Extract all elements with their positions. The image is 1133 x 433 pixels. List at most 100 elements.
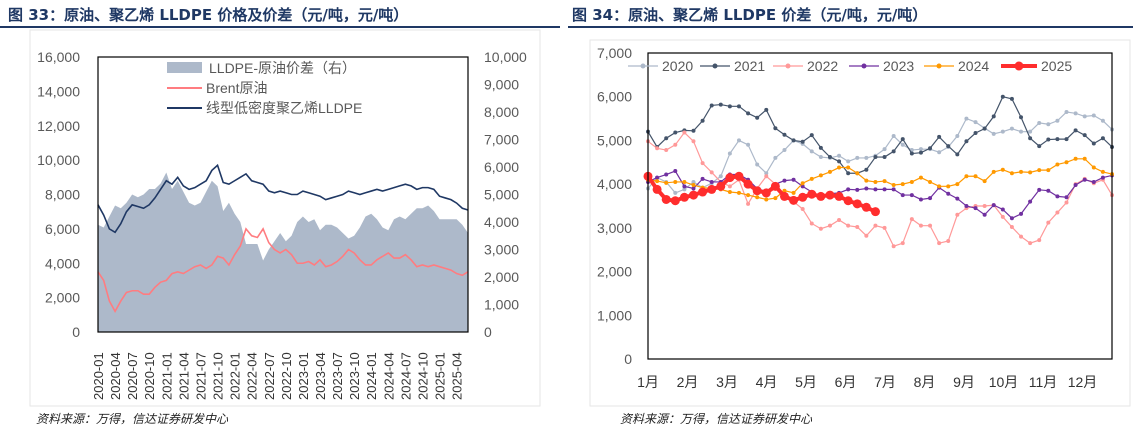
point-2023: [973, 206, 978, 211]
left-y-tick-label: 10,000: [37, 152, 80, 168]
spread-area: [98, 172, 468, 332]
x-tick-label: 2021-01: [159, 352, 174, 400]
point-2025: [679, 192, 689, 202]
point-2024: [1064, 160, 1069, 165]
point-2021: [718, 102, 723, 107]
point-2025: [670, 196, 680, 206]
point-2020: [682, 187, 687, 192]
point-2022: [655, 146, 660, 151]
point-2021: [955, 152, 960, 157]
point-2022: [837, 217, 842, 222]
y-tick-label: 2,000: [597, 264, 632, 280]
point-2025: [725, 173, 735, 183]
point-2021: [1046, 137, 1051, 142]
y-tick-label: 3,000: [597, 220, 632, 236]
point-2024: [746, 193, 751, 198]
series-line-2024: [647, 158, 1113, 201]
x-tick-label: 2025-04: [450, 352, 465, 400]
point-2023: [700, 176, 705, 181]
legend-marker-2024: [936, 63, 942, 69]
point-2024: [691, 183, 696, 188]
x-tick-label: 10月: [989, 374, 1019, 390]
point-2024: [937, 184, 942, 189]
x-tick-label: 2020-04: [108, 352, 123, 400]
point-2021: [1073, 128, 1078, 133]
point-2022: [764, 174, 769, 179]
point-2025: [798, 192, 808, 202]
point-2025: [816, 191, 826, 201]
left-y-tick-label: 14,000: [37, 83, 80, 99]
right-y-tick-label: 7,000: [484, 132, 519, 148]
x-tick-label: 2月: [677, 374, 699, 390]
point-2024: [846, 165, 851, 170]
x-tick-label: 2023-10: [347, 352, 362, 400]
point-2022: [709, 170, 714, 175]
point-2024: [928, 179, 933, 184]
point-2023: [673, 169, 678, 174]
point-2023: [928, 196, 933, 201]
legend-marker-2021: [712, 63, 718, 69]
point-2022: [700, 161, 705, 166]
x-tick-label: 11月: [1029, 374, 1058, 390]
x-tick-label: 2023-07: [330, 352, 345, 400]
point-2022: [1037, 238, 1042, 243]
point-2025: [743, 179, 753, 189]
point-2021: [864, 167, 869, 172]
y-tick-label: 4,000: [597, 176, 632, 192]
point-2024: [1009, 171, 1014, 176]
point-2025: [807, 189, 817, 199]
right-y-tick-label: 9,000: [484, 77, 519, 93]
point-2023: [900, 193, 905, 198]
x-tick-label: 2021-10: [211, 352, 226, 400]
point-2024: [809, 176, 814, 181]
right-y-tick-label: 1,000: [484, 297, 519, 313]
point-2020: [1000, 129, 1005, 134]
right-y-tick-label: 5,000: [484, 187, 519, 203]
point-2022: [918, 223, 923, 228]
point-2025: [661, 194, 671, 204]
x-tick-label: 2020-01: [91, 352, 106, 400]
point-2023: [1073, 183, 1078, 188]
legend-label-brent: Brent原油: [206, 80, 267, 96]
x-tick-label: 2020-07: [125, 352, 140, 400]
x-tick-label: 2024-07: [398, 352, 413, 400]
right-y-tick-label: 0: [484, 324, 492, 340]
left-y-tick-label: 16,000: [37, 49, 80, 65]
point-2024: [664, 180, 669, 185]
point-2021: [1091, 141, 1096, 146]
x-tick-label: 7月: [874, 374, 896, 390]
point-2020: [727, 151, 732, 156]
point-2025: [716, 181, 726, 191]
point-2024: [909, 179, 914, 184]
left-y-tick-label: 4,000: [45, 255, 80, 271]
x-tick-label: 2021-07: [193, 352, 208, 400]
point-2025: [770, 181, 780, 191]
x-tick-label: 9月: [953, 374, 975, 390]
point-2025: [861, 202, 871, 212]
point-2020: [1082, 114, 1087, 119]
point-2024: [1082, 156, 1087, 161]
point-2024: [955, 182, 960, 187]
point-2020: [718, 174, 723, 179]
point-2021: [736, 104, 741, 109]
point-2021: [827, 155, 832, 160]
point-2022: [1019, 234, 1024, 239]
point-2021: [664, 136, 669, 141]
lldpe-line: [97, 163, 469, 234]
x-tick-label: 6月: [835, 374, 857, 390]
x-tick-label: 2024-01: [364, 352, 379, 400]
right-chart-frame: [589, 39, 1131, 407]
point-2023: [709, 179, 714, 184]
point-2021: [973, 130, 978, 135]
x-tick-label: 2021-04: [176, 352, 191, 400]
x-tick-label: 2022-10: [279, 352, 294, 400]
point-2024: [946, 184, 951, 189]
y-tick-label: 1,000: [597, 307, 632, 323]
point-2022: [937, 241, 942, 246]
point-2025: [834, 191, 844, 201]
point-2024: [1100, 169, 1105, 174]
right-y-tick-label: 6,000: [484, 159, 519, 175]
legend-swatch-spread: [167, 62, 202, 73]
x-tick-label: 3月: [716, 374, 738, 390]
